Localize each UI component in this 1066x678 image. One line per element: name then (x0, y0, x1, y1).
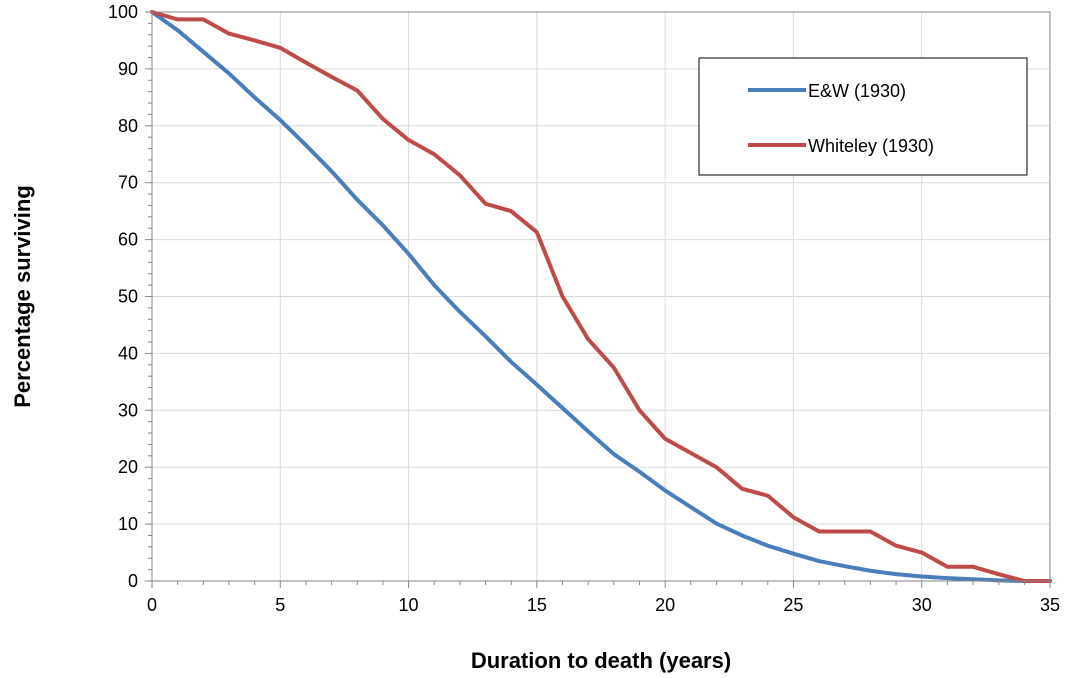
series-line-ew-1930 (150, 10, 1052, 583)
y-tick-label: 0 (128, 571, 138, 591)
y-tick-label: 10 (118, 514, 138, 534)
y-tick-label: 90 (118, 59, 138, 79)
x-tick-label: 30 (912, 595, 932, 615)
legend-box (698, 57, 1028, 176)
y-tick-label: 40 (118, 343, 138, 363)
x-tick-label: 10 (399, 595, 419, 615)
series-line-whiteley-1930 (150, 10, 1052, 583)
legend-label: E&W (1930) (808, 81, 906, 101)
x-tick-label: 5 (275, 595, 285, 615)
y-tick-label: 80 (118, 116, 138, 136)
y-tick-label: 100 (108, 2, 138, 22)
x-tick-label: 20 (655, 595, 675, 615)
y-tick-label: 60 (118, 230, 138, 250)
x-tick-label: 35 (1040, 595, 1060, 615)
x-tick-label: 0 (147, 595, 157, 615)
y-axis-title: Percentage surviving (10, 185, 35, 408)
y-tick-label: 50 (118, 287, 138, 307)
y-tick-label: 20 (118, 457, 138, 477)
y-tick-label: 70 (118, 173, 138, 193)
series-layer (150, 10, 1052, 583)
y-tick-label: 30 (118, 400, 138, 420)
x-tick-label: 25 (783, 595, 803, 615)
legend: E&W (1930) Whiteley (1930) (698, 57, 1028, 176)
y-axis: 0 10 20 30 40 50 60 70 80 90 100 (108, 2, 152, 591)
x-axis: 0 5 10 15 20 25 30 35 (147, 581, 1060, 615)
x-axis-title: Duration to death (years) (471, 648, 731, 673)
x-tick-label: 15 (527, 595, 547, 615)
legend-label: Whiteley (1930) (808, 136, 934, 156)
